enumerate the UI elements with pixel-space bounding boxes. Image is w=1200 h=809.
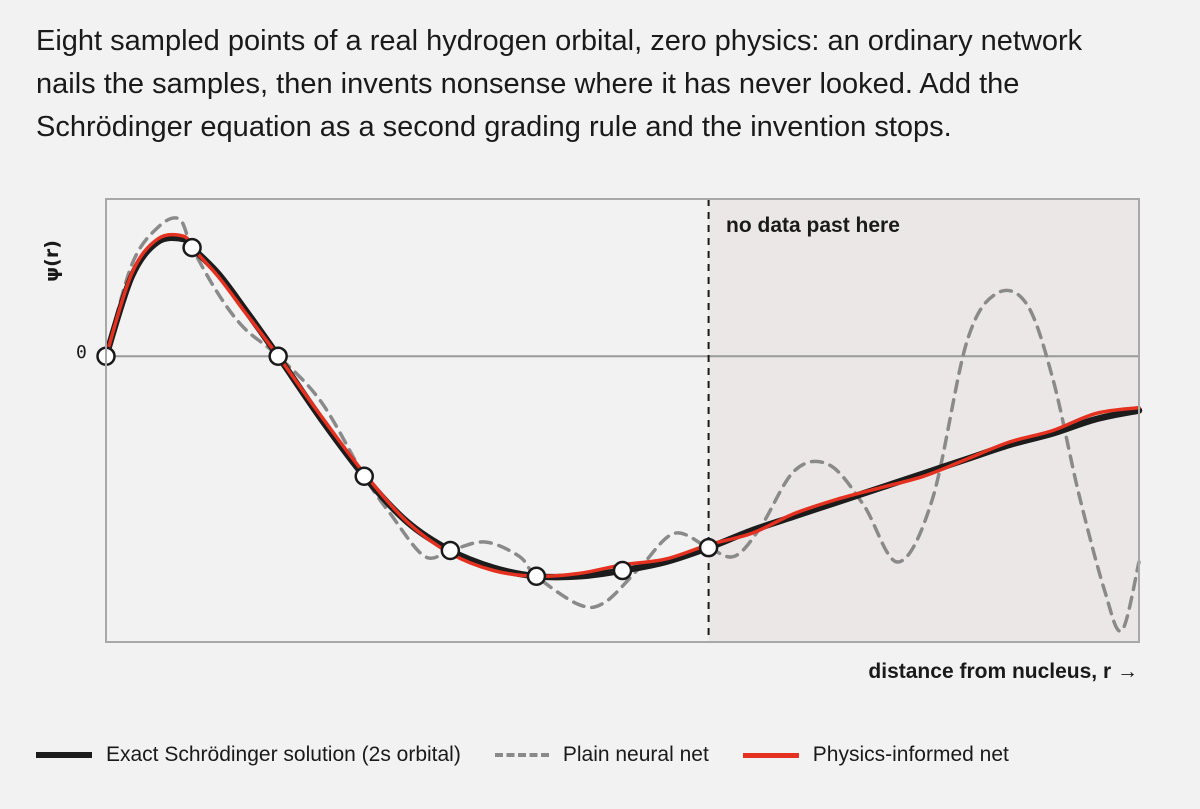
sample-point (526, 566, 547, 587)
samples-layer (96, 237, 719, 587)
legend-item-pinn: Physics-informed net (742, 743, 1009, 767)
no-data-region (708, 199, 1139, 642)
sample-point (182, 237, 202, 258)
sample-point (698, 537, 719, 558)
legend-swatch-exact (36, 752, 92, 758)
sample-point (354, 466, 374, 486)
legend-swatch-pinn (742, 752, 799, 758)
y-axis-label: ψ(r) (41, 240, 63, 282)
caption: Eight sampled points of a real hydrogen … (36, 25, 1083, 143)
y-tick-zero: 0 (76, 342, 87, 363)
plot-frame (105, 198, 1140, 643)
x-axis-label: distance from nucleus, r → (868, 660, 1138, 683)
legend-item-exact: Exact Schrödinger solution (2s orbital) (36, 743, 461, 767)
no-data-annotation: no data past here (726, 214, 900, 237)
legend-swatch-plain (494, 753, 549, 757)
legend-item-plain: Plain neural net (494, 743, 709, 767)
legend-label-exact: Exact Schrödinger solution (2s orbital) (106, 743, 461, 766)
legend-label-pinn: Physics-informed net (812, 743, 1009, 766)
legend: Exact Schrödinger solution (2s orbital) … (36, 740, 1043, 770)
sample-point (440, 540, 461, 561)
legend-label-plain: Plain neural net (562, 743, 709, 766)
sample-point (268, 346, 288, 366)
sample-point (612, 560, 633, 581)
